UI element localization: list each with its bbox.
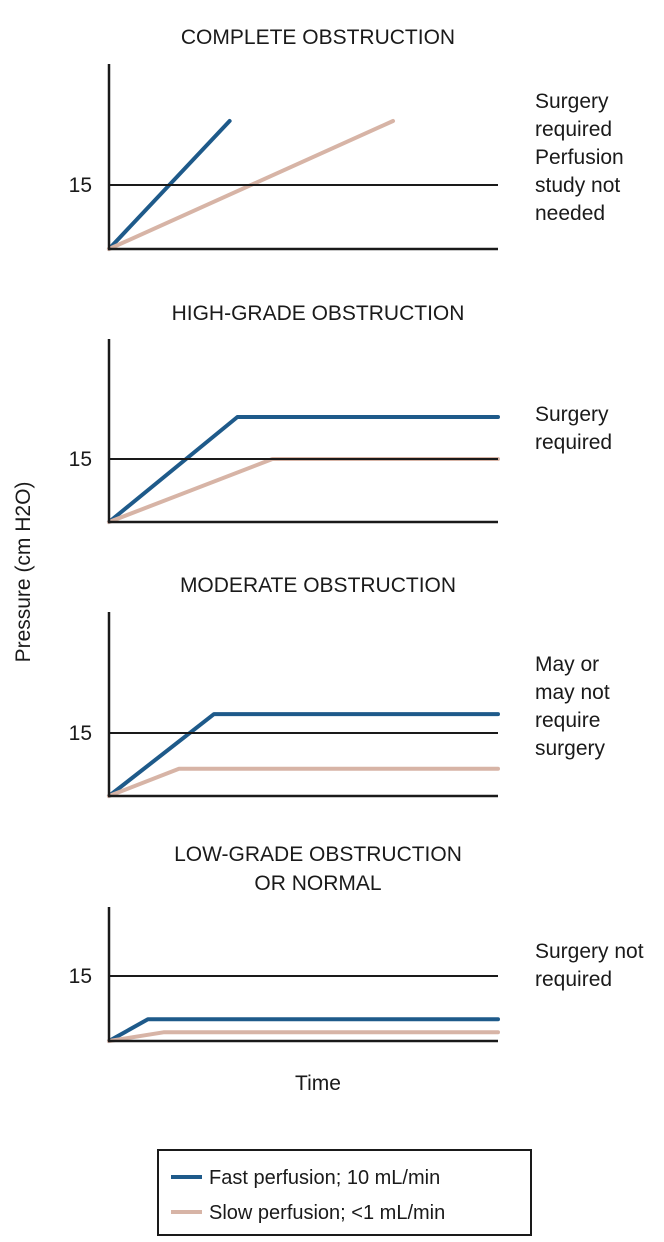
panel-note: required [535,118,612,141]
panel-note: require [535,709,600,732]
y-tick-label: 15 [69,174,92,197]
panel-note: Surgery [535,90,609,113]
series-fast-line [107,415,500,524]
panel-title: MODERATE OBSTRUCTION [180,574,456,597]
series-slow-line [107,1030,500,1043]
panel-note: study not [535,174,620,197]
panel-note: needed [535,202,605,225]
y-axis-label: Pressure (cm H2O) [12,482,35,663]
panel-note: surgery [535,737,606,760]
panel-title: LOW-GRADE OBSTRUCTION [174,843,462,866]
panel-note: Surgery not [535,940,644,963]
panel-title: OR NORMAL [254,872,381,895]
series-slow-line [107,457,500,524]
panel-4: LOW-GRADE OBSTRUCTION OR NORMAL 15 Surgery … [69,843,644,1043]
panel-2: HIGH-GRADE OBSTRUCTION 15 Surgery required [69,302,612,524]
series-fast-line [107,1017,500,1043]
legend-label-fast: Fast perfusion; 10 mL/min [209,1167,440,1189]
y-tick-label: 15 [69,965,92,988]
panel-title: COMPLETE OBSTRUCTION [181,26,455,49]
panel-note: required [535,968,612,991]
panels: COMPLETE OBSTRUCTION 15 Surgery required Per… [69,26,644,1043]
panel-3: MODERATE OBSTRUCTION 15 May or may not requi… [69,574,610,798]
legend: Fast perfusion; 10 mL/min Slow perfusion… [157,1149,532,1236]
legend-box [157,1149,532,1236]
panel-note: required [535,431,612,454]
series-slow-line [107,766,500,798]
y-tick-label: 15 [69,448,92,471]
panel-note: May or [535,653,599,676]
panel-note: Surgery [535,403,609,426]
panel-title: HIGH-GRADE OBSTRUCTION [172,302,465,325]
x-axis-label: Time [295,1072,341,1095]
panel-1: COMPLETE OBSTRUCTION 15 Surgery required Per… [69,26,624,251]
panel-note: may not [535,681,610,704]
legend-label-slow: Slow perfusion; <1 mL/min [209,1202,445,1224]
panel-note: Perfusion [535,146,624,169]
y-tick-label: 15 [69,722,92,745]
series-fast-line [107,712,500,798]
